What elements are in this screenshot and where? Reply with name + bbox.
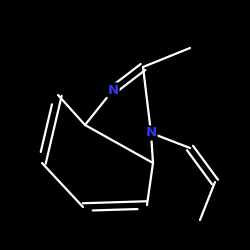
Text: N: N: [146, 126, 156, 140]
Text: N: N: [108, 84, 118, 96]
